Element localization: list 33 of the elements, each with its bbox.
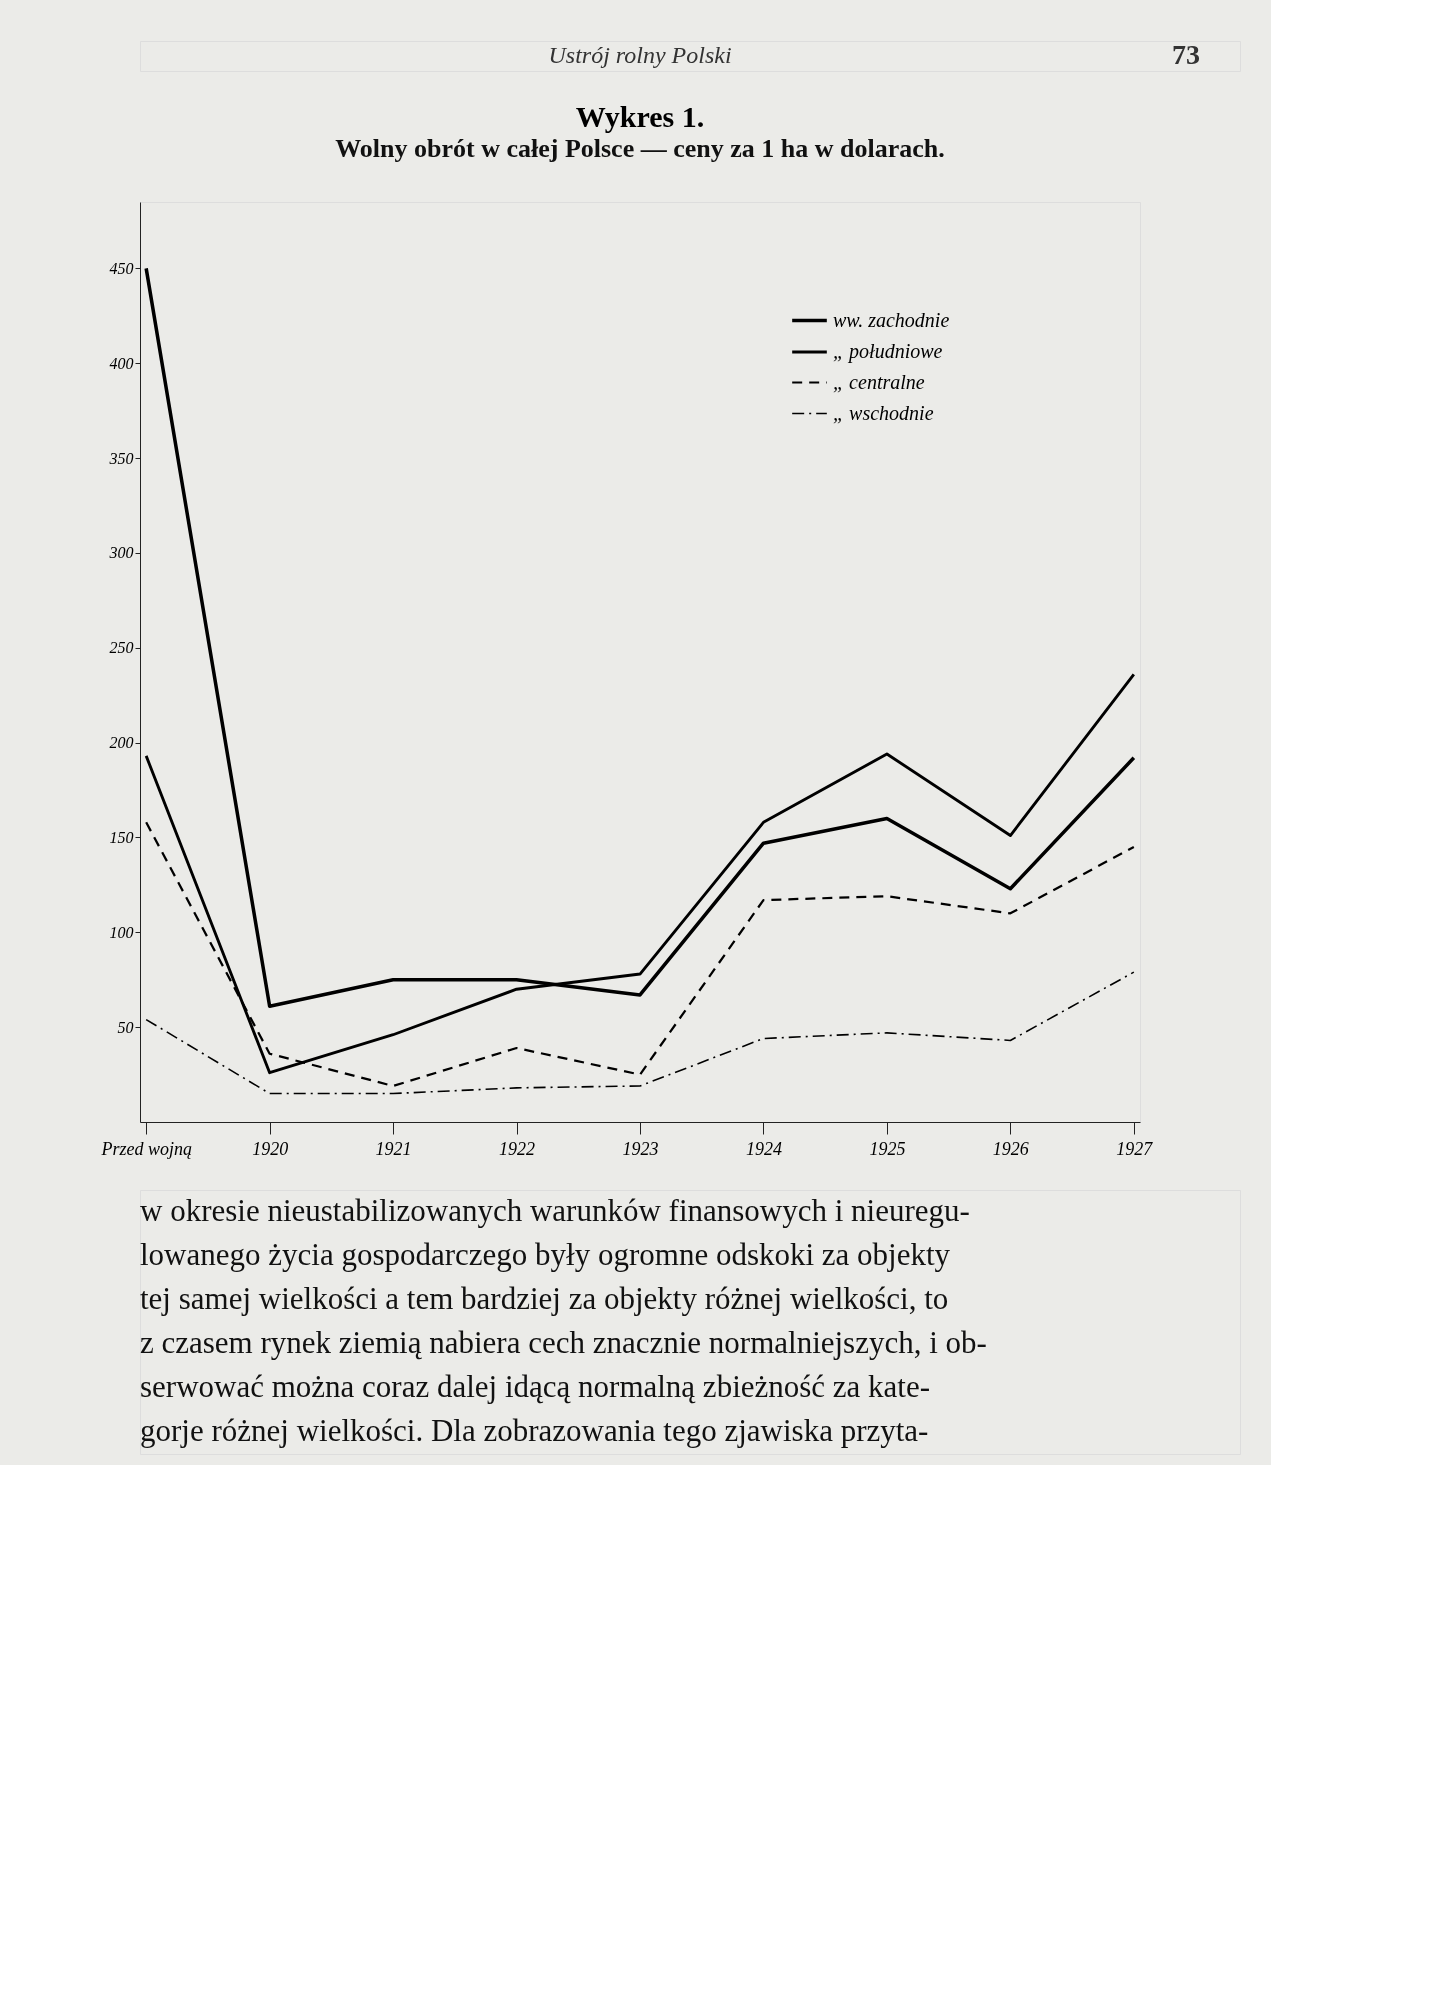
legend-label: „ centralne xyxy=(833,370,925,393)
text: gorje różnej wielkości. Dla zobrazowania tego zjawiska przyta- xyxy=(140,1413,929,1448)
y-tick-label: 250 xyxy=(109,639,134,657)
x-tick-label: 1926 xyxy=(992,1138,1029,1159)
line-series xyxy=(145,971,1135,1095)
y-tick-label: 50 xyxy=(117,1018,134,1036)
text: z czasem rynek ziemią nabiera cech znacznie normalniejszych, i ob- xyxy=(140,1325,987,1360)
x-tick-label: 1925 xyxy=(869,1138,906,1159)
x-tick-label: Przed wojną xyxy=(100,1138,192,1159)
chart-title: Wykres 1. xyxy=(575,100,705,133)
x-tick-label: 1922 xyxy=(499,1138,536,1159)
text: 73 xyxy=(1172,39,1200,70)
text: serwować można coraz dalej idącą normalną zbieżność za kate- xyxy=(140,1369,931,1404)
y-tick-label: 300 xyxy=(108,544,134,562)
text: w okresie nieustabilizowanych warunków finansowych i nieuregu- xyxy=(140,1193,970,1228)
text: lowanego życia gospodarczego były ogromne odskoki za objekty xyxy=(140,1237,951,1272)
y-tick-label: 150 xyxy=(109,828,134,846)
chart-subtitle: Wolny obrót w całej Polsce — ceny za 1 ha w dolarach. xyxy=(335,134,945,163)
x-tick-label: 1927 xyxy=(1116,1138,1154,1159)
text: Ustrój rolny Polski xyxy=(548,42,732,68)
x-tick-label: 1924 xyxy=(745,1138,782,1159)
x-tick-label: 1921 xyxy=(375,1138,412,1159)
y-tick-label: 200 xyxy=(109,734,134,752)
legend-label: „ wschodnie xyxy=(833,401,934,424)
x-tick-label: 1920 xyxy=(252,1138,289,1159)
x-tick-label: 1923 xyxy=(622,1138,659,1159)
y-tick-label: 400 xyxy=(109,354,134,372)
y-tick-label: 100 xyxy=(109,923,134,941)
legend-label: „ południowe xyxy=(833,340,943,363)
text: tej samej wielkości a tem bardziej za objekty różnej wielkości, to xyxy=(140,1281,949,1316)
y-tick-label: 450 xyxy=(109,259,134,277)
legend-label: ww. zachodnie xyxy=(833,308,950,331)
y-tick-label: 350 xyxy=(108,449,134,467)
